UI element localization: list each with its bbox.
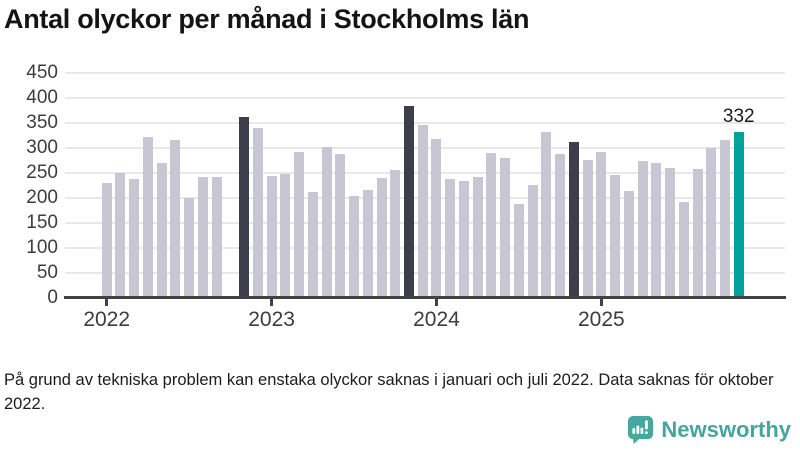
bar-2022-02 bbox=[115, 173, 126, 298]
bar-2023-05 bbox=[321, 146, 332, 298]
bar-2022-04 bbox=[142, 137, 153, 298]
latest-value-label: 332 bbox=[722, 105, 755, 127]
bar-2023-09 bbox=[376, 177, 387, 298]
bar-2025-04 bbox=[637, 161, 648, 298]
bar-2025-01 bbox=[596, 152, 607, 298]
x-axis-label-2024: 2024 bbox=[413, 308, 460, 331]
newsworthy-bubble-chart-icon bbox=[627, 415, 654, 444]
bar-2024-01 bbox=[431, 139, 442, 298]
newsworthy-wordmark: Newsworthy bbox=[661, 416, 791, 442]
y-axis-label-150: 150 bbox=[26, 211, 58, 233]
bar-2024-03 bbox=[458, 181, 469, 298]
bar-2025-06 bbox=[665, 168, 676, 298]
bar-2023-11 bbox=[403, 105, 414, 298]
bar-2024-09 bbox=[541, 132, 552, 298]
bar-2022-05 bbox=[156, 163, 167, 298]
x-axis-line bbox=[64, 296, 786, 299]
bar-2025-09 bbox=[706, 148, 717, 298]
y-axis-label-450: 450 bbox=[26, 61, 58, 83]
y-axis-label-250: 250 bbox=[26, 161, 58, 183]
bar-2023-04 bbox=[307, 192, 318, 298]
y-axis-label-400: 400 bbox=[26, 86, 58, 108]
y-axis-label-100: 100 bbox=[26, 236, 58, 258]
y-axis-label-300: 300 bbox=[26, 136, 58, 158]
bar-2025-10 bbox=[720, 140, 730, 298]
x-axis-tick-2023 bbox=[270, 299, 274, 306]
bar-2022-12 bbox=[252, 128, 263, 298]
bar-2024-12 bbox=[582, 159, 593, 298]
bar-2022-06 bbox=[170, 140, 181, 298]
gridline-450 bbox=[65, 71, 785, 74]
bar-2022-07 bbox=[184, 197, 195, 298]
x-axis-label-2022: 2022 bbox=[83, 308, 131, 331]
y-axis-label-350: 350 bbox=[26, 111, 58, 133]
footnote: På grund av tekniska problem kan enstaka… bbox=[4, 371, 774, 413]
bar-2022-03 bbox=[129, 178, 140, 298]
x-axis-tick-2025 bbox=[599, 299, 603, 306]
bar-2025-07 bbox=[678, 201, 689, 298]
bar-2024-10 bbox=[555, 153, 566, 298]
bar-2024-07 bbox=[513, 204, 524, 298]
bar-2023-12 bbox=[417, 125, 428, 298]
x-axis-tick-2024 bbox=[434, 299, 438, 306]
gridline-400 bbox=[65, 96, 785, 99]
bar-2022-09 bbox=[211, 177, 222, 298]
bar-chart: 0 50 100 150 200 250 300 350 400 450 2022 2023 2024 2… bbox=[0, 60, 800, 352]
x-axis-label-2023: 2023 bbox=[248, 308, 295, 331]
bar-2025-02 bbox=[610, 175, 621, 298]
bar-2022-01 bbox=[101, 182, 112, 298]
bar-2023-01 bbox=[266, 176, 277, 298]
newsworthy-logo[interactable]: Newsworthy bbox=[627, 415, 791, 444]
bar-2023-07 bbox=[349, 196, 360, 298]
bar-2024-04 bbox=[472, 177, 483, 298]
chart-title: Antal olyckor per månad i Stockholms län bbox=[4, 4, 530, 34]
bar-2025-08 bbox=[692, 169, 703, 298]
bar-2024-08 bbox=[527, 184, 538, 298]
bar-2022-11 bbox=[239, 116, 250, 298]
y-axis-label-0: 0 bbox=[47, 286, 58, 308]
bar-2025-11 bbox=[733, 131, 744, 298]
bar-2024-06 bbox=[500, 158, 511, 298]
bar-2023-10 bbox=[390, 170, 401, 298]
x-axis-tick-2022 bbox=[105, 299, 109, 306]
bar-2025-05 bbox=[651, 162, 662, 298]
bar-2025-03 bbox=[623, 191, 634, 298]
bar-2024-11 bbox=[568, 142, 579, 298]
bar-2022-08 bbox=[197, 177, 208, 298]
bar-2023-08 bbox=[362, 190, 373, 298]
y-axis-label-50: 50 bbox=[36, 261, 58, 283]
bar-2023-03 bbox=[294, 152, 305, 298]
bar-2023-02 bbox=[280, 174, 291, 298]
y-axis-label-200: 200 bbox=[26, 186, 58, 208]
bar-2023-06 bbox=[335, 154, 346, 298]
bar-2024-05 bbox=[486, 153, 497, 298]
gridline-350 bbox=[65, 121, 785, 124]
bar-2024-02 bbox=[445, 179, 456, 298]
x-axis-label-2025: 2025 bbox=[577, 308, 625, 331]
